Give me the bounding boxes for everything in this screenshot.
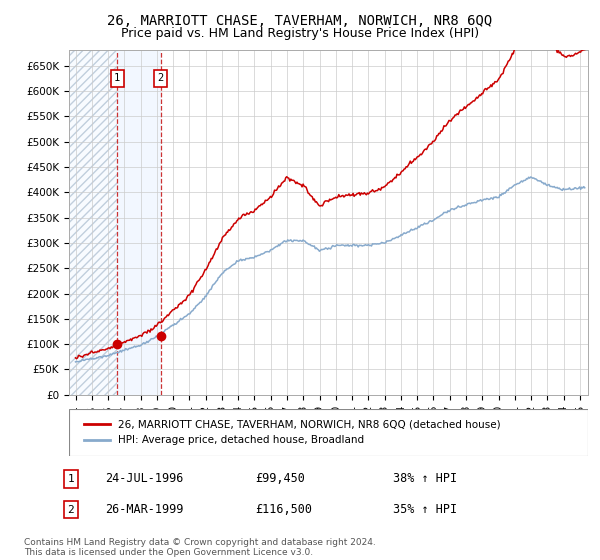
- Text: £99,450: £99,450: [255, 472, 305, 486]
- Legend: 26, MARRIOTT CHASE, TAVERHAM, NORWICH, NR8 6QQ (detached house), HPI: Average pr: 26, MARRIOTT CHASE, TAVERHAM, NORWICH, N…: [79, 416, 505, 449]
- Bar: [117, 50, 161, 395]
- Bar: [69, 50, 117, 395]
- Text: 24-JUL-1996: 24-JUL-1996: [105, 472, 184, 486]
- Text: 26-MAR-1999: 26-MAR-1999: [105, 503, 184, 516]
- Text: 1: 1: [67, 474, 74, 484]
- Text: £116,500: £116,500: [255, 503, 312, 516]
- Text: 1: 1: [114, 73, 120, 83]
- Text: Price paid vs. HM Land Registry's House Price Index (HPI): Price paid vs. HM Land Registry's House …: [121, 27, 479, 40]
- Text: 35% ↑ HPI: 35% ↑ HPI: [393, 503, 457, 516]
- Text: 2: 2: [67, 505, 74, 515]
- Text: 26, MARRIOTT CHASE, TAVERHAM, NORWICH, NR8 6QQ: 26, MARRIOTT CHASE, TAVERHAM, NORWICH, N…: [107, 14, 493, 28]
- Text: Contains HM Land Registry data © Crown copyright and database right 2024.
This d: Contains HM Land Registry data © Crown c…: [24, 538, 376, 557]
- Bar: [69, 50, 117, 395]
- Text: 38% ↑ HPI: 38% ↑ HPI: [393, 472, 457, 486]
- Text: 2: 2: [157, 73, 164, 83]
